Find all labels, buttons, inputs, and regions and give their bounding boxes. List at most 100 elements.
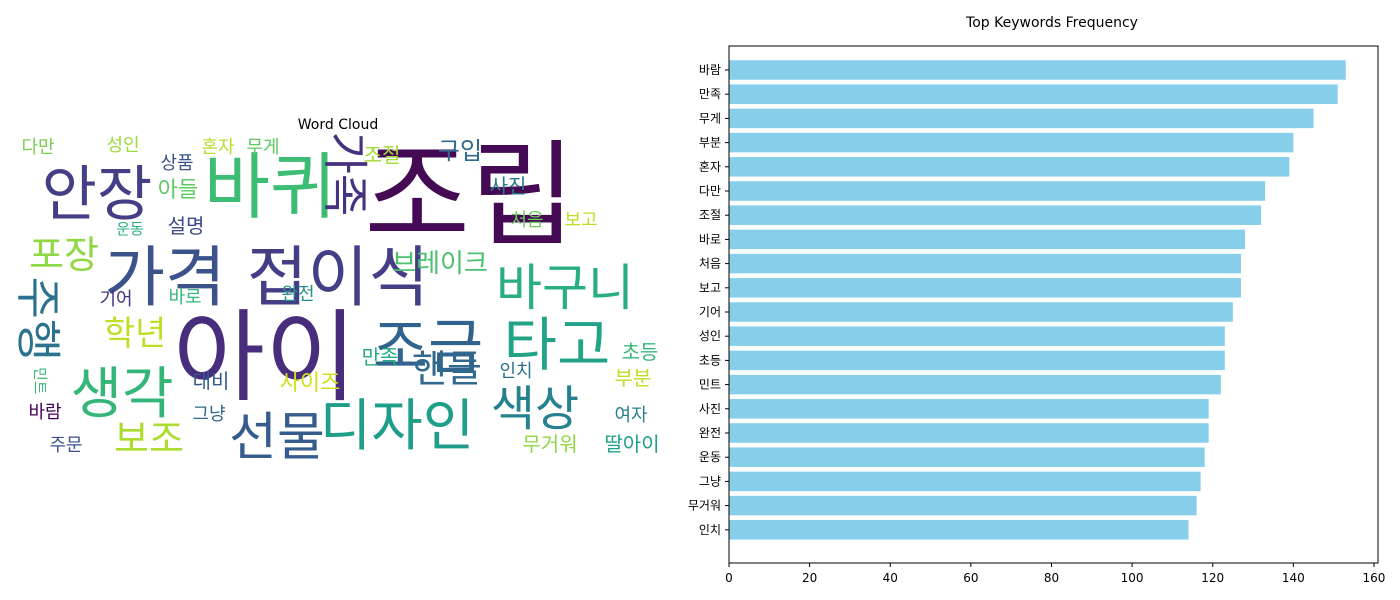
word-cloud-word: 무거워 <box>522 432 577 456</box>
bar <box>729 60 1346 80</box>
word-cloud-word: 색상 <box>491 381 579 437</box>
bar <box>729 326 1225 346</box>
word-cloud-word: 생각 <box>70 362 173 427</box>
word-cloud-word: 주문 <box>49 435 82 456</box>
axes-frame <box>728 45 1379 564</box>
y-tick-label: 다만 <box>699 184 721 198</box>
bar <box>729 253 1241 274</box>
word-cloud-word: 선물 <box>229 408 325 468</box>
word-cloud-word: 아이 <box>173 299 357 416</box>
word-cloud-word: 여자 <box>614 405 648 426</box>
y-tick-label: 바람 <box>699 63 721 77</box>
word-cloud-word: 무게 <box>246 137 279 158</box>
word-cloud-word: 조금 <box>373 313 483 383</box>
word-cloud-word: 바퀴 <box>204 145 336 229</box>
word-cloud-word: 초등 <box>622 340 659 364</box>
bar <box>729 205 1262 225</box>
word-cloud-word: 디자인 <box>320 394 475 459</box>
y-tick-label: 초등 <box>699 353 721 367</box>
word-cloud-word: 조립 <box>364 129 576 263</box>
y-tick-label: 사진 <box>699 402 721 416</box>
x-tick-label: 80 <box>1044 571 1059 585</box>
word-cloud-word: 접이식 <box>247 239 429 316</box>
word-cloud-word: 딸아이 <box>604 432 659 456</box>
x-axis-ticks: 0 20 40 60 80 100 120 140 160 <box>725 563 1385 585</box>
bar <box>729 471 1201 492</box>
word-cloud-word: 성인 <box>106 135 139 156</box>
y-tick-label: 바로 <box>699 232 721 246</box>
x-tick-label: 140 <box>1282 571 1305 585</box>
y-tick-label: 만족 <box>699 87 721 101</box>
y-tick-label: 혼자 <box>699 160 721 174</box>
x-tick-label: 100 <box>1121 571 1144 585</box>
word-cloud-word: 바람 <box>28 402 61 423</box>
word-cloud-word: 포장 <box>29 233 99 277</box>
word-cloud-word: 상품 <box>160 153 193 174</box>
word-cloud-word: 학년 <box>104 314 167 354</box>
y-tick-label: 완전 <box>699 426 721 440</box>
y-tick-label: 민트 <box>699 378 721 392</box>
word-cloud-word: 그냥 <box>192 404 225 425</box>
bar <box>729 520 1189 540</box>
y-tick-label: 무게 <box>699 111 721 125</box>
bar <box>729 229 1245 250</box>
bar <box>729 84 1338 104</box>
y-tick-label: 무거워 <box>688 499 721 513</box>
bar-series <box>729 60 1346 540</box>
word-cloud-word: 대비 <box>193 369 230 393</box>
word-cloud-word: 혼자 <box>201 137 235 158</box>
word-cloud-word: 처음 <box>510 210 543 231</box>
word-cloud-word: 운동 <box>116 220 144 238</box>
word-cloud-word: 사이즈 <box>280 371 341 396</box>
y-tick-label: 운동 <box>699 450 721 464</box>
x-tick-label: 120 <box>1201 571 1224 585</box>
bar <box>729 399 1209 419</box>
bar <box>729 350 1225 371</box>
word-cloud-word: 설명 <box>168 214 205 238</box>
word-cloud-word: 사진 <box>490 174 527 198</box>
word-cloud-word: 가족 <box>318 132 372 217</box>
word-cloud-word: 보고 <box>564 210 597 231</box>
bar <box>729 423 1209 443</box>
y-tick-label: 조절 <box>699 208 721 222</box>
y-tick-label: 기어 <box>699 305 721 319</box>
bar <box>729 495 1197 516</box>
word-cloud-word: 구입 <box>438 137 482 165</box>
word-cloud-word: 바구니 <box>496 259 634 317</box>
word-cloud-word: 타고 <box>504 311 611 379</box>
word-cloud-word: 브레이크 <box>392 249 488 279</box>
bar <box>729 374 1221 395</box>
x-tick-label: 0 <box>725 571 733 585</box>
word-cloud-word: 안장 <box>42 160 152 230</box>
bar-chart-panel: Top Keywords Frequency 바람만족무게부분혼자다만조절바로처… <box>688 15 1386 585</box>
word-cloud-word: 아들 <box>158 178 198 203</box>
bar <box>729 181 1266 201</box>
bar <box>729 302 1233 322</box>
bar <box>729 278 1241 298</box>
word-cloud-word: 가격 <box>104 239 225 316</box>
bar <box>729 132 1294 153</box>
word-cloud-word: 바로 <box>168 287 201 308</box>
y-tick-label: 보고 <box>699 281 721 295</box>
word-cloud-title: Word Cloud <box>298 117 378 133</box>
word-cloud-word: 완전 <box>281 284 314 305</box>
word-cloud-word: 만족 <box>362 345 399 369</box>
word-cloud-word: 다만 <box>21 137 54 158</box>
x-tick-label: 20 <box>802 571 817 585</box>
y-tick-label: 부분 <box>699 136 721 150</box>
word-cloud-word: 부분 <box>615 366 652 390</box>
word-cloud-word: 핸들 <box>412 347 482 391</box>
bar <box>729 447 1205 467</box>
word-cloud-word: 민트 <box>31 367 49 395</box>
y-tick-label: 처음 <box>699 257 721 271</box>
word-cloud-word: 주행 <box>11 277 65 362</box>
y-tick-label: 인치 <box>699 523 721 537</box>
y-tick-label: 그냥 <box>699 474 721 488</box>
bar-chart-title: Top Keywords Frequency <box>965 15 1138 31</box>
y-axis-ticks: 바람만족무게부분혼자다만조절바로처음보고기어성인초등민트사진완전운동그냥무거워인… <box>688 63 729 537</box>
x-tick-label: 60 <box>963 571 978 585</box>
y-tick-label: 성인 <box>699 329 721 343</box>
